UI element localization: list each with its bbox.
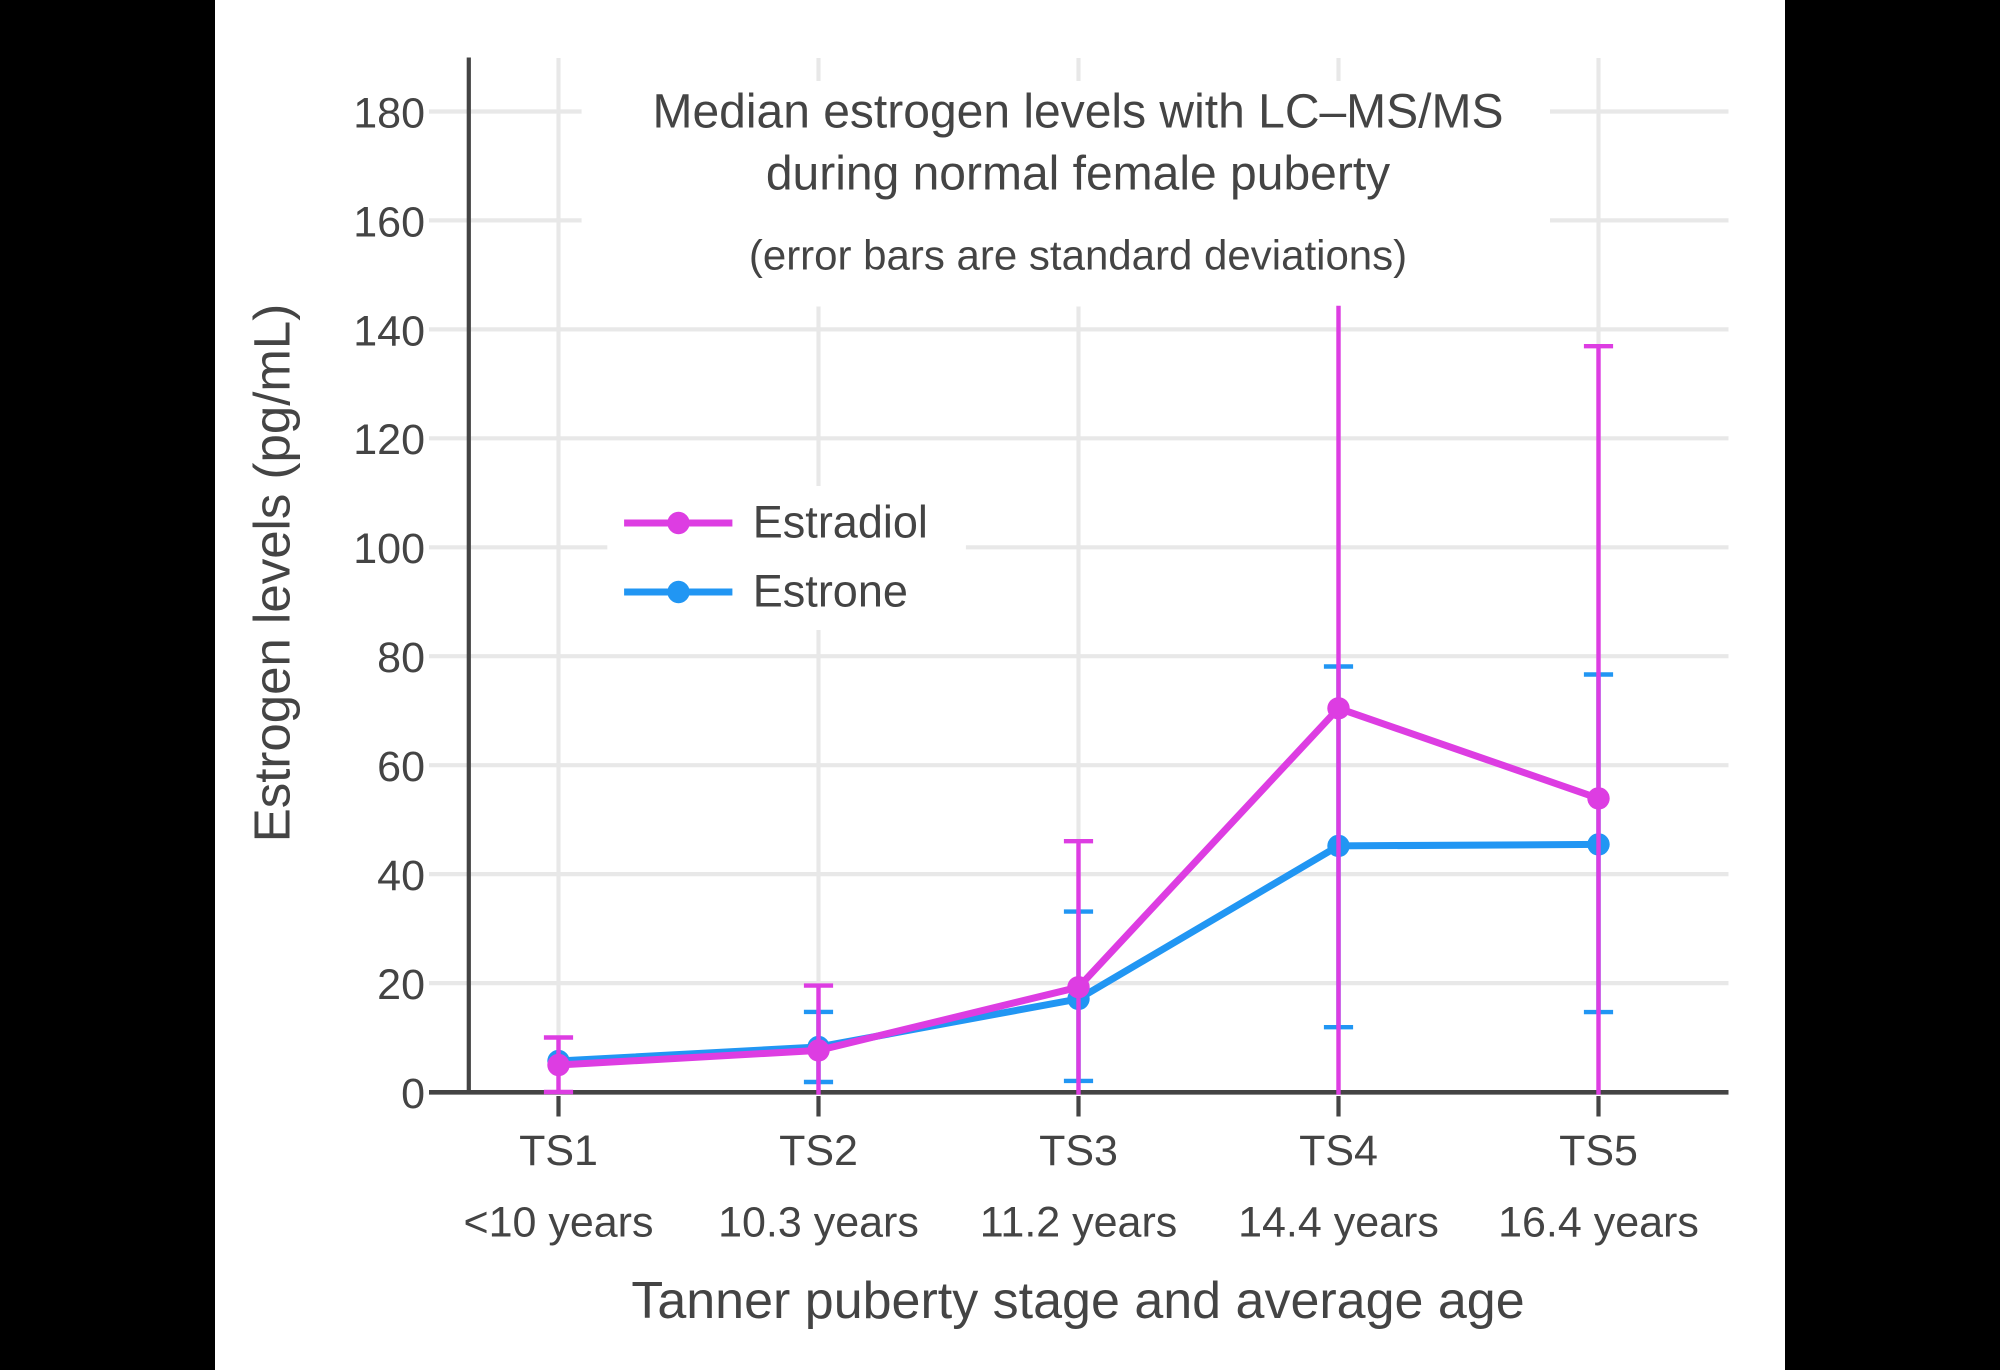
svg-text:100: 100 xyxy=(353,525,425,573)
svg-text:14.4 years: 14.4 years xyxy=(1238,1199,1439,1247)
svg-text:180: 180 xyxy=(353,89,425,137)
svg-text:160: 160 xyxy=(353,198,425,246)
svg-text:Estrone: Estrone xyxy=(753,566,908,617)
svg-text:60: 60 xyxy=(377,743,425,791)
svg-text:TS5: TS5 xyxy=(1559,1127,1638,1175)
svg-text:80: 80 xyxy=(377,634,425,682)
svg-text:120: 120 xyxy=(353,416,425,464)
svg-text:10.3 years: 10.3 years xyxy=(718,1199,919,1247)
svg-text:Estradiol: Estradiol xyxy=(753,497,928,548)
svg-text:TS4: TS4 xyxy=(1299,1127,1378,1175)
svg-text:during normal female puberty: during normal female puberty xyxy=(766,147,1390,200)
svg-text:Median estrogen levels with LC: Median estrogen levels with LC–MS/MS xyxy=(652,86,1503,139)
svg-text:20: 20 xyxy=(377,961,425,1009)
svg-text:0: 0 xyxy=(401,1070,425,1118)
svg-text:TS2: TS2 xyxy=(779,1127,858,1175)
svg-text:(error bars are standard devia: (error bars are standard deviations) xyxy=(749,231,1407,278)
svg-text:Estrogen levels (pg/mL): Estrogen levels (pg/mL) xyxy=(244,304,301,843)
svg-text:Tanner puberty stage and avera: Tanner puberty stage and average age xyxy=(631,1272,1524,1330)
svg-text:TS1: TS1 xyxy=(519,1127,598,1175)
svg-text:TS3: TS3 xyxy=(1039,1127,1118,1175)
svg-text:11.2 years: 11.2 years xyxy=(980,1199,1178,1247)
svg-text:<10 years: <10 years xyxy=(463,1199,653,1247)
svg-text:40: 40 xyxy=(377,852,425,900)
svg-text:140: 140 xyxy=(353,307,425,355)
svg-text:16.4 years: 16.4 years xyxy=(1498,1199,1699,1247)
